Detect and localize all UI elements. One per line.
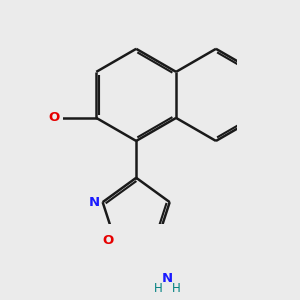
Text: N: N bbox=[89, 196, 100, 208]
Text: H: H bbox=[172, 282, 181, 295]
Text: H: H bbox=[154, 282, 162, 295]
Text: N: N bbox=[161, 272, 172, 285]
Text: O: O bbox=[49, 111, 60, 124]
Text: O: O bbox=[103, 234, 114, 247]
